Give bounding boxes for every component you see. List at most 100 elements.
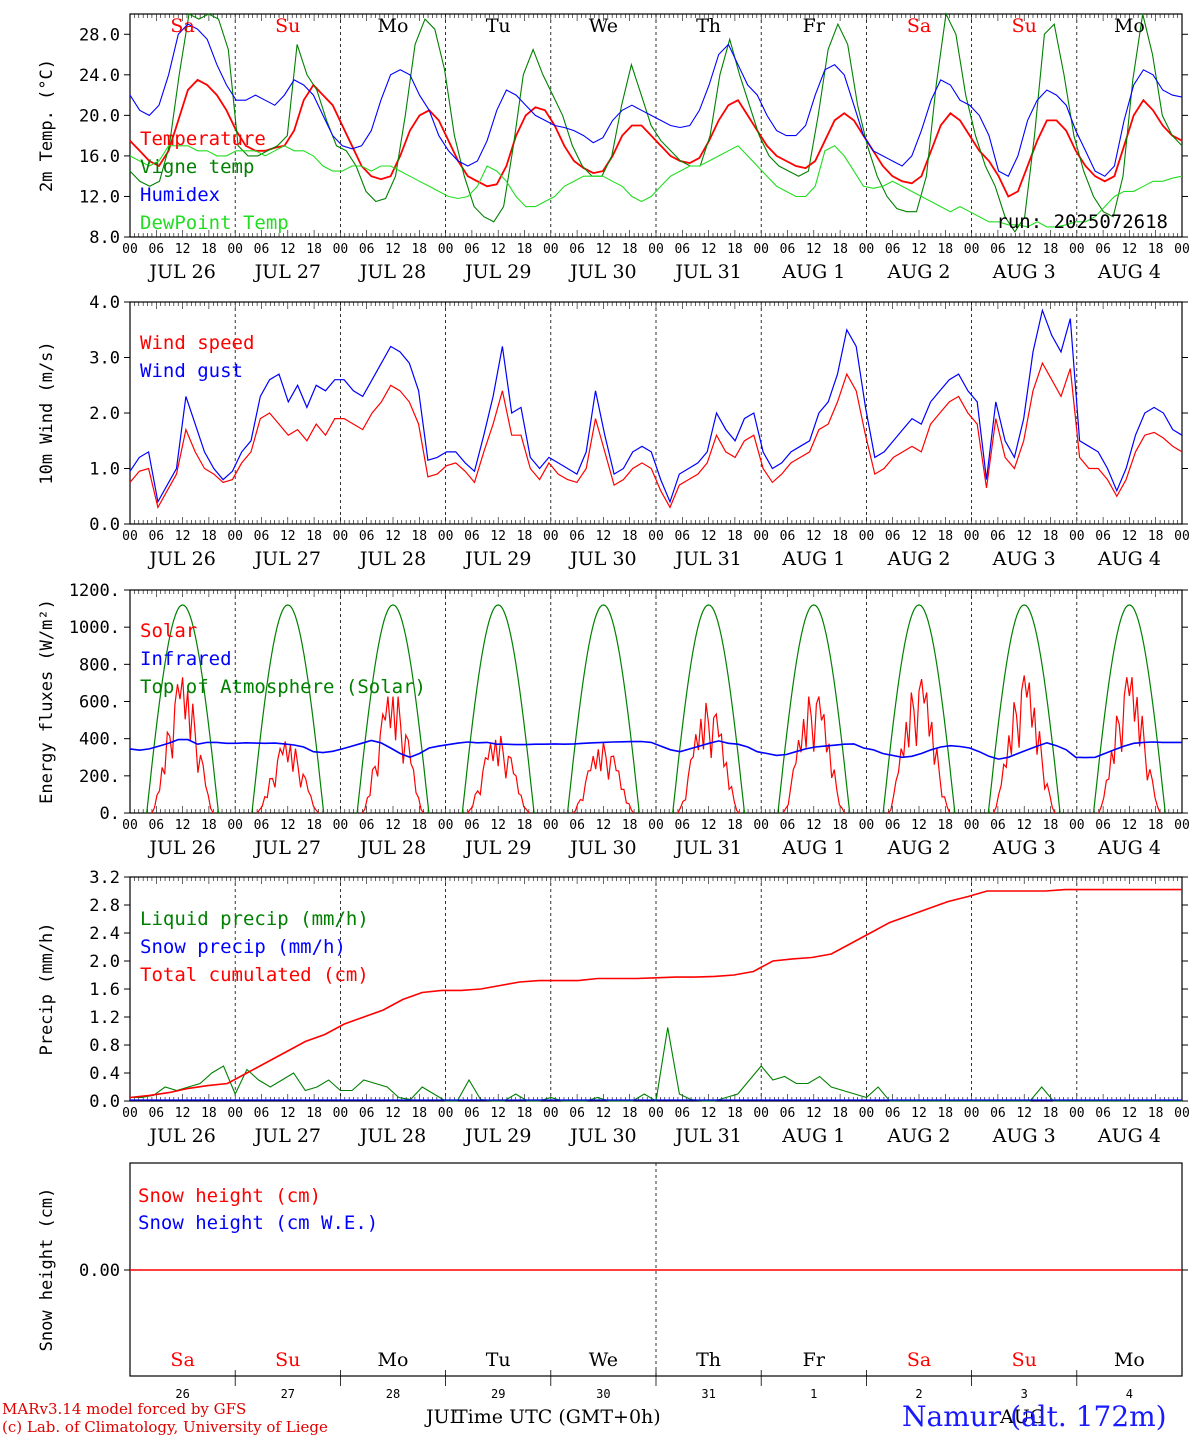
solar-line (361, 696, 425, 814)
hour-label: 12 (911, 529, 927, 544)
day-number: 30 (596, 1387, 610, 1401)
hour-label: 00 (859, 818, 875, 833)
date-label: JUL 31 (673, 261, 741, 283)
hour-label: 18 (937, 1106, 953, 1121)
hour-label: 18 (937, 818, 953, 833)
hour-label: 12 (175, 242, 191, 257)
hour-label: 18 (517, 818, 533, 833)
hour-label: 06 (254, 242, 270, 257)
hour-label: 06 (885, 1106, 901, 1121)
solar-line (782, 696, 846, 814)
legend-entry: DewPoint Temp (140, 212, 289, 234)
hour-label: 06 (148, 1106, 164, 1121)
day-name: Su (1012, 1349, 1037, 1371)
day-name: Tu (486, 15, 511, 37)
hour-label: 12 (806, 242, 822, 257)
y-tick-label: 1.2 (89, 1008, 120, 1028)
day-name: We (589, 15, 618, 37)
legend-entry: Top of Atmosphere (Solar) (140, 676, 426, 698)
hour-label: 06 (359, 242, 375, 257)
hour-label: 12 (1016, 529, 1032, 544)
hour-label: 12 (280, 818, 296, 833)
hour-label: 00 (1069, 242, 1085, 257)
hour-label: 18 (411, 529, 427, 544)
y-tick-label: 3.0 (89, 349, 120, 369)
hour-label: 18 (306, 242, 322, 257)
hour-label: 18 (201, 242, 217, 257)
hour-label: 06 (1095, 1106, 1111, 1121)
hour-label: 00 (1174, 529, 1190, 544)
date-label: JUL 26 (147, 548, 215, 570)
hour-label: 06 (1095, 242, 1111, 257)
hour-label: 00 (122, 818, 138, 833)
hour-label: 18 (832, 529, 848, 544)
legend-entry: Wind speed (140, 332, 254, 354)
hour-label: 12 (596, 1106, 612, 1121)
hour-label: 12 (280, 529, 296, 544)
date-label: AUG 2 (886, 261, 950, 283)
toa-solar-arc (356, 604, 430, 814)
hour-label: 18 (1148, 818, 1164, 833)
hour-label: 00 (648, 529, 664, 544)
hour-label: 00 (122, 1106, 138, 1121)
y-tick-label: 1200. (69, 581, 120, 601)
solar-line (677, 702, 740, 814)
date-label: AUG 1 (781, 1125, 845, 1147)
hour-label: 06 (464, 529, 480, 544)
hour-label: 00 (1174, 1106, 1190, 1121)
date-label: AUG 4 (1097, 837, 1161, 859)
hour-label: 06 (674, 1106, 690, 1121)
hour-label: 12 (701, 818, 717, 833)
series-line (129, 145, 1183, 228)
y-tick-label: 0.4 (89, 1064, 120, 1084)
hour-label: 06 (254, 529, 270, 544)
hour-label: 18 (832, 818, 848, 833)
hour-label: 18 (622, 242, 638, 257)
hour-label: 06 (569, 529, 585, 544)
hour-label: 12 (806, 1106, 822, 1121)
hour-label: 06 (780, 1106, 796, 1121)
y-tick-label: 0.0 (89, 1092, 120, 1112)
hour-label: 06 (885, 242, 901, 257)
y-tick-label: 24.0 (79, 66, 120, 86)
y-tick-label: 3.2 (89, 868, 120, 888)
y-tick-label: 2.0 (89, 404, 120, 424)
hour-label: 06 (254, 818, 270, 833)
date-label: JUL 26 (147, 837, 215, 859)
hour-label: 12 (1122, 529, 1138, 544)
day-name: Su (275, 15, 300, 37)
hour-label: 12 (490, 529, 506, 544)
hour-label: 12 (596, 529, 612, 544)
hour-label: 18 (622, 529, 638, 544)
hour-label: 00 (753, 818, 769, 833)
legend-entry: Humidex (140, 184, 220, 206)
hour-label: 12 (911, 818, 927, 833)
day-name: Tu (486, 1349, 511, 1371)
hour-label: 06 (674, 242, 690, 257)
hour-label: 06 (569, 242, 585, 257)
legend-entry: Solar (140, 620, 197, 642)
date-label: AUG 4 (1097, 548, 1161, 570)
date-label: JUL 31 (673, 1125, 741, 1147)
hour-label: 00 (333, 818, 349, 833)
day-number: 27 (281, 1387, 295, 1401)
date-label: AUG 1 (781, 837, 845, 859)
y-tick-label: 1.0 (89, 460, 120, 480)
hour-label: 12 (280, 1106, 296, 1121)
solar-line (992, 675, 1056, 814)
hour-label: 06 (148, 529, 164, 544)
hour-label: 06 (990, 1106, 1006, 1121)
day-name: Sa (170, 1349, 194, 1371)
hour-label: 00 (648, 1106, 664, 1121)
hour-label: 18 (832, 242, 848, 257)
hour-label: 12 (385, 529, 401, 544)
hour-label: 00 (859, 529, 875, 544)
hour-label: 00 (333, 529, 349, 544)
hour-label: 00 (1069, 529, 1085, 544)
hour-label: 12 (1122, 242, 1138, 257)
solar-line (1098, 677, 1161, 814)
y-tick-label: 4.0 (89, 293, 120, 313)
hour-label: 12 (175, 1106, 191, 1121)
solar-line (151, 677, 214, 814)
hour-label: 12 (701, 1106, 717, 1121)
